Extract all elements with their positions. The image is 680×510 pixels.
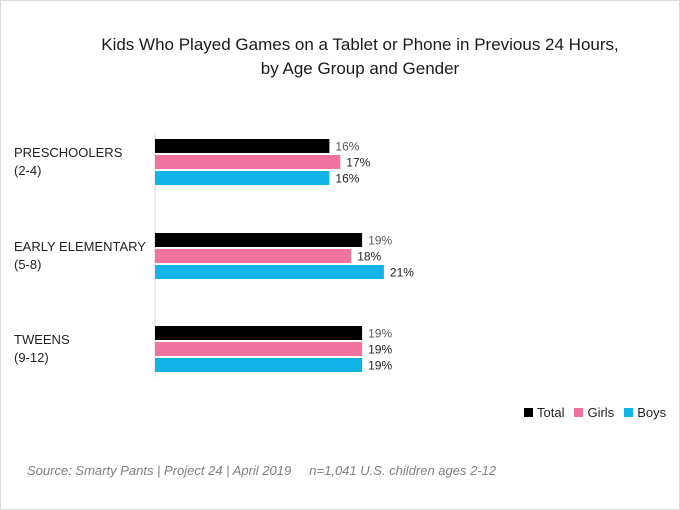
legend: Total Girls Boys (524, 405, 666, 420)
bar-boys (155, 171, 330, 185)
bar-total (155, 139, 330, 153)
bar-total (155, 326, 363, 340)
category-label-line1: TWEENS (14, 332, 70, 347)
bar-girls (155, 342, 363, 356)
bar-boys (155, 358, 363, 372)
category-label-line2: (2-4) (14, 163, 41, 178)
category-label-line1: EARLY ELEMENTARY (14, 239, 146, 254)
data-label: 19% (368, 234, 392, 248)
bar-girls (155, 249, 352, 263)
data-label: 19% (368, 327, 392, 341)
bar-total (155, 233, 363, 247)
chart-title: Kids Who Played Games on a Tablet or Pho… (101, 35, 619, 54)
legend-swatch-total (524, 408, 533, 417)
data-label: 16% (335, 172, 359, 186)
category-label-line1: PRESCHOOLERS (14, 145, 123, 160)
source-note: Source: Smarty Pants | Project 24 | Apri… (27, 463, 497, 478)
legend-label-girls: Girls (587, 405, 615, 420)
category-label-line2: (9-12) (14, 350, 49, 365)
legend-item-girls: Girls (574, 405, 614, 420)
legend-swatch-boys (624, 408, 634, 417)
data-label: 17% (346, 156, 370, 170)
legend-swatch-girls (574, 408, 584, 417)
legend-item-boys: Boys (624, 405, 666, 420)
bar-girls (155, 155, 341, 169)
legend-label-total: Total (537, 405, 565, 420)
bar-boys (155, 265, 384, 279)
data-label: 16% (335, 140, 359, 154)
data-label: 19% (368, 343, 392, 357)
data-label: 18% (357, 250, 381, 264)
chart-subtitle: by Age Group and Gender (260, 59, 460, 78)
legend-item-total: Total (524, 405, 564, 420)
data-label: 19% (368, 359, 392, 373)
data-label: 21% (390, 266, 414, 280)
legend-label-boys: Boys (637, 405, 667, 420)
category-label-line2: (5-8) (14, 257, 41, 272)
